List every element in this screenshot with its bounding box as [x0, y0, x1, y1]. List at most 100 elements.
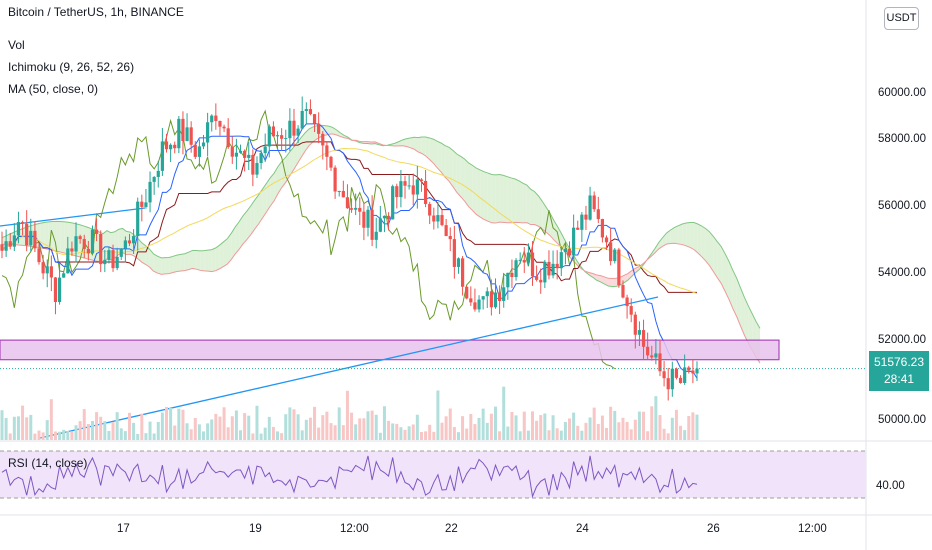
symbol-title[interactable]: Bitcoin / TetherUS, 1h, BINANCE	[8, 5, 184, 19]
kumo-cloud-segment	[196, 250, 201, 271]
candle-body	[362, 211, 366, 228]
volume-bar	[584, 422, 588, 440]
volume-bar	[337, 407, 341, 440]
time-tick-19: 19	[249, 523, 262, 535]
candle-body	[448, 235, 452, 240]
candle-body	[94, 229, 99, 234]
volume-bar	[605, 427, 609, 440]
support-zone	[0, 339, 780, 361]
kumo-cloud-segment	[215, 245, 220, 271]
kumo-cloud-segment	[546, 207, 551, 236]
volume-bar	[243, 413, 247, 440]
volume-bar	[510, 411, 514, 440]
candle-body	[366, 209, 370, 228]
volume-bar	[366, 411, 370, 440]
candle-body	[41, 262, 45, 274]
candle-body	[358, 207, 362, 212]
kumo-cloud-segment	[301, 132, 306, 158]
volume-bar	[555, 428, 559, 440]
volume-bar	[123, 431, 127, 440]
volume-bar	[432, 431, 436, 440]
kumo-cloud-segment	[231, 226, 236, 260]
candle-body	[588, 195, 592, 220]
kumo-cloud-segment	[239, 215, 244, 250]
candle-body	[625, 297, 629, 307]
indicator-ma-label[interactable]: MA (50, close, 0)	[8, 82, 99, 96]
candle-body	[407, 185, 411, 187]
kumo-cloud-segment	[305, 128, 310, 152]
candle-body	[629, 306, 633, 315]
candle-body	[115, 256, 119, 269]
volume-bar	[115, 412, 119, 440]
volume-bar	[214, 413, 218, 440]
kumo-cloud-segment	[417, 136, 422, 154]
candle-body	[0, 244, 4, 251]
price-tick-60000: 60000.00	[878, 87, 926, 99]
kumo-cloud-segment	[402, 138, 407, 147]
volume-bar	[411, 424, 415, 440]
candle-body	[378, 218, 382, 232]
kumo-cloud-segment	[250, 200, 255, 235]
candle-body	[119, 248, 123, 257]
ichimoku-lagging-span	[1, 109, 616, 370]
volume-bar	[25, 417, 29, 440]
kumo-cloud-segment	[441, 143, 446, 178]
last-price-value: 51576.23	[873, 355, 925, 369]
kumo-cloud-segment	[557, 227, 562, 248]
kumo-cloud-segment	[68, 222, 72, 255]
volume-bar	[90, 420, 94, 440]
indicator-rsi-label[interactable]: RSI (14, close)	[8, 456, 88, 470]
volume-bar	[82, 409, 86, 440]
volume-bar	[374, 414, 378, 440]
candle-body	[169, 144, 173, 150]
candle-body	[535, 276, 539, 280]
kumo-cloud-segment	[655, 242, 659, 253]
time-tick-1200-b: 12:00	[798, 523, 827, 535]
kumo-cloud-segment	[522, 183, 527, 223]
volume-bar	[267, 416, 271, 440]
volume-bar	[642, 411, 646, 440]
candle-body	[177, 118, 181, 149]
candle-body	[185, 127, 189, 142]
candle-body	[164, 141, 169, 150]
indicator-vol-label[interactable]: Vol	[8, 38, 25, 52]
kumo-cloud-segment	[421, 136, 426, 156]
volume-bar	[502, 386, 506, 440]
candle-body	[201, 142, 206, 147]
indicator-ichimoku-label[interactable]: Ichimoku (9, 26, 52, 26)	[8, 60, 135, 74]
volume-bar	[58, 431, 62, 440]
volume-bar	[152, 433, 156, 440]
volume-bar	[66, 430, 70, 440]
candle-body	[317, 123, 321, 134]
volume-bar	[251, 433, 255, 440]
kumo-cloud-segment	[460, 156, 465, 202]
volume-bar	[387, 420, 391, 440]
time-tick-24: 24	[576, 523, 589, 535]
volume-bar	[539, 415, 543, 440]
kumo-cloud-segment	[612, 278, 617, 287]
candle-body	[695, 368, 699, 374]
kumo-cloud-segment	[732, 270, 737, 317]
volume-bar	[469, 414, 473, 440]
volume-bar	[313, 406, 317, 440]
candle-body	[452, 239, 456, 267]
volume-bar	[448, 408, 452, 440]
candle-body	[234, 152, 239, 157]
candle-body	[683, 367, 687, 383]
candle-body	[103, 259, 107, 265]
volume-bar	[666, 433, 670, 440]
candle-body	[312, 114, 317, 124]
candle-body	[74, 236, 78, 252]
candle-body	[403, 181, 407, 186]
candle-body	[4, 241, 8, 251]
candle-body	[255, 163, 259, 175]
volume-bar	[625, 421, 629, 440]
volume-bar	[436, 390, 440, 440]
currency-button[interactable]: USDT	[884, 7, 919, 30]
volume-bar	[563, 421, 567, 440]
candle-body	[572, 227, 576, 256]
volume-bar	[679, 425, 683, 440]
volume-bar	[489, 413, 493, 440]
